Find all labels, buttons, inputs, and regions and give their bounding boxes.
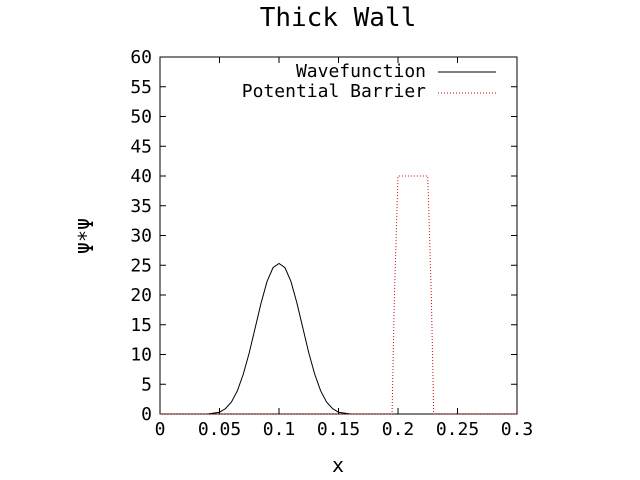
x-tick-label: 0.05 (198, 419, 241, 440)
y-tick-label: 10 (130, 345, 152, 366)
y-axis-ticks: 0 5 10 15 20 25 30 35 40 45 50 55 60 (130, 47, 517, 425)
series-line-potential-barrier (160, 175, 517, 415)
y-tick-label: 0 (141, 404, 152, 425)
y-tick-label: 30 (130, 226, 152, 247)
x-tick-label: 0.15 (317, 419, 360, 440)
y-tick-label: 40 (130, 166, 152, 187)
x-tick-label: 0.1 (263, 419, 296, 440)
x-tick-label: 0 (155, 419, 166, 440)
x-axis-label: x (332, 453, 344, 477)
legend: Wavefunction Potential Barrier (242, 61, 496, 102)
x-tick-label: 0.2 (382, 419, 415, 440)
series-line-wavefunction (160, 262, 517, 415)
y-tick-label: 25 (130, 255, 152, 276)
y-tick-label: 45 (130, 136, 152, 157)
plot-frame (159, 56, 518, 415)
y-tick-label: 50 (130, 107, 152, 128)
x-tick-label: 0.3 (501, 419, 534, 440)
chart-title: Thick Wall (260, 3, 417, 33)
y-tick-label: 15 (130, 315, 152, 336)
x-axis-ticks: 0 0.05 0.1 0.15 0.2 0.25 0.3 (155, 57, 534, 440)
x-tick-label: 0.25 (436, 419, 479, 440)
y-tick-label: 20 (130, 285, 152, 306)
legend-label-potential-barrier: Potential Barrier (242, 81, 426, 102)
y-tick-label: 5 (141, 374, 152, 395)
legend-label-wavefunction: Wavefunction (296, 61, 426, 82)
y-axis-label: Ψ*Ψ (74, 218, 98, 254)
y-tick-label: 60 (130, 47, 152, 68)
y-tick-label: 35 (130, 196, 152, 217)
series-group (160, 175, 517, 415)
y-tick-label: 55 (130, 77, 152, 98)
